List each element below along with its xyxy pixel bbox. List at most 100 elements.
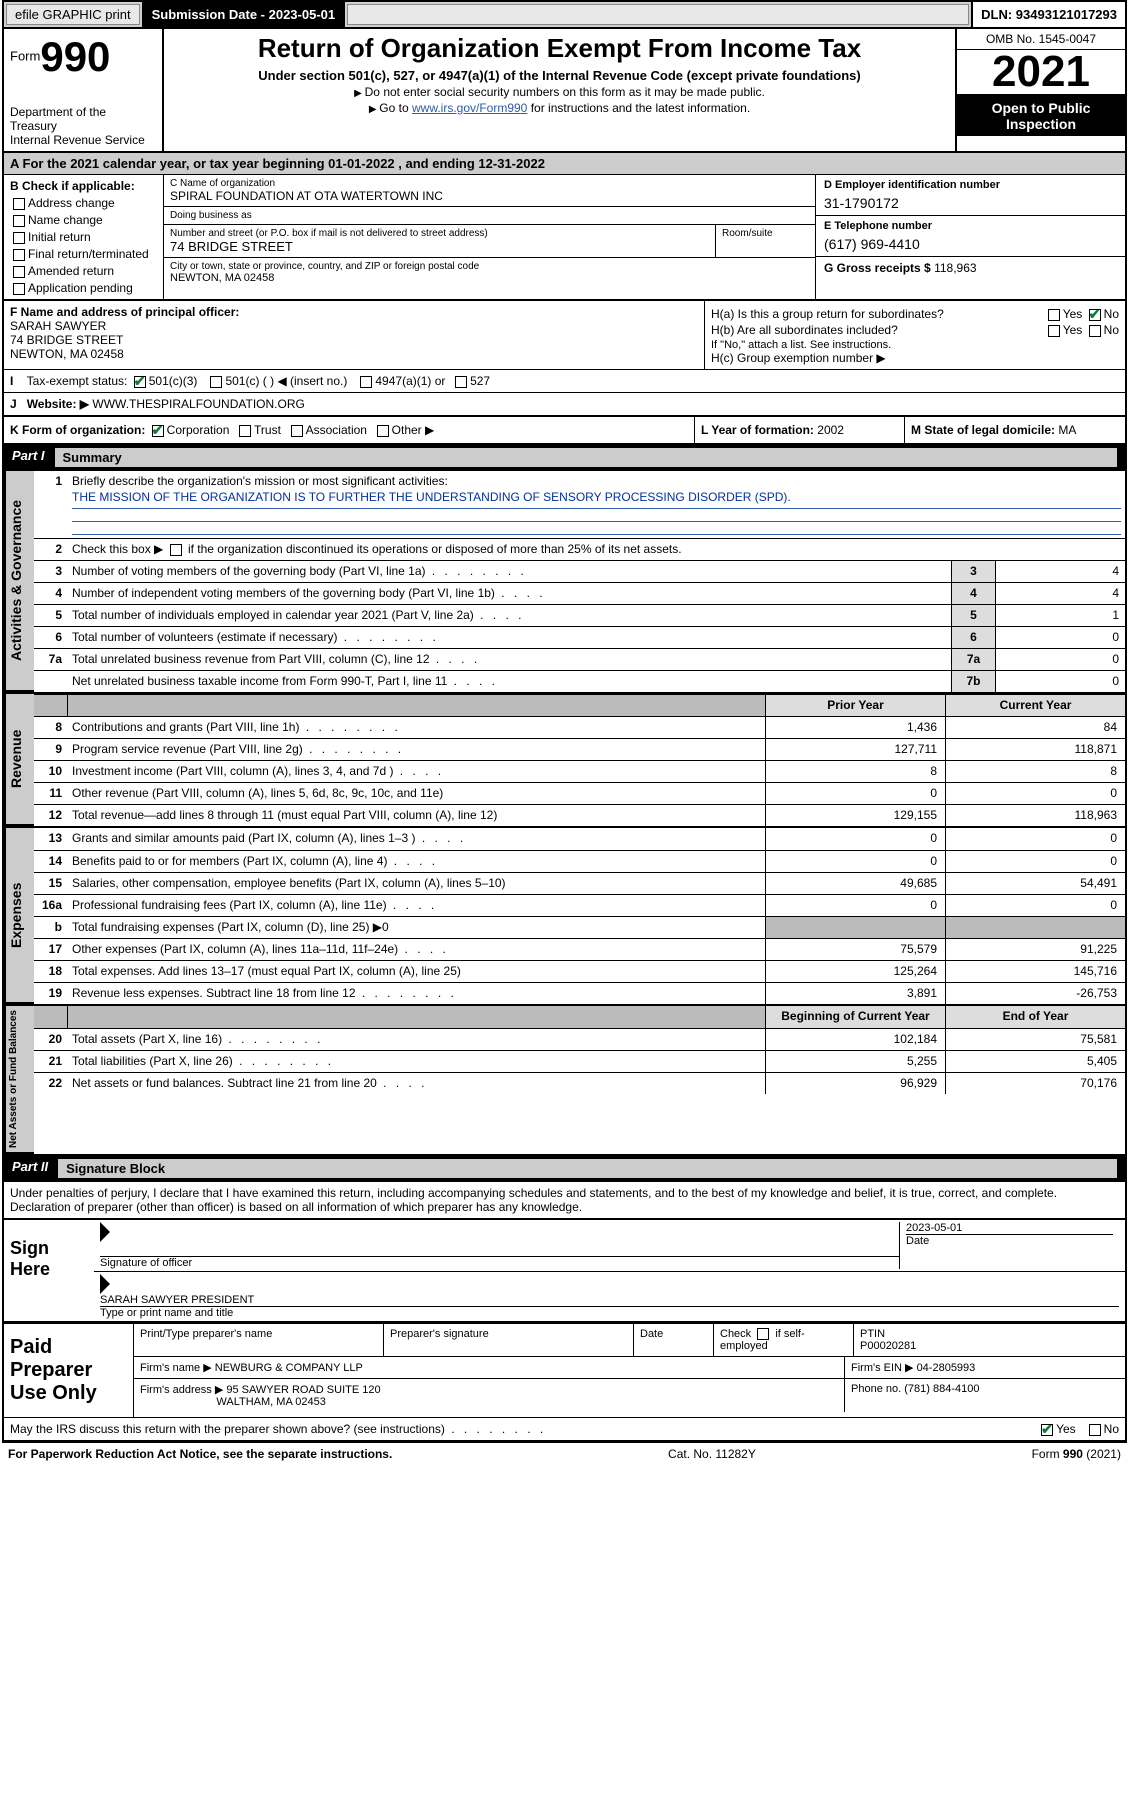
hc-label: H(c) Group exemption number ▶ xyxy=(711,351,1119,365)
hb-no[interactable] xyxy=(1089,325,1101,337)
chk-4947[interactable] xyxy=(360,376,372,388)
form-title: Return of Organization Exempt From Incom… xyxy=(172,33,947,64)
firm-addr-label: Firm's address ▶ xyxy=(140,1384,223,1396)
street-row: Number and street (or P.O. box if mail i… xyxy=(164,225,815,258)
ein-value: 31-1790172 xyxy=(824,195,1117,211)
col-b-checkboxes: B Check if applicable: Address change Na… xyxy=(4,175,164,299)
gross-receipts-box: G Gross receipts $ 118,963 xyxy=(816,257,1125,279)
ha-no[interactable] xyxy=(1089,309,1101,321)
part-ii-header: Part II Signature Block xyxy=(4,1156,1125,1182)
firm-name: NEWBURG & COMPANY LLP xyxy=(215,1362,363,1374)
chk-address-change[interactable]: Address change xyxy=(10,196,157,210)
r16b-label: Total fundraising expenses (Part IX, col… xyxy=(68,917,765,938)
dept-irs: Internal Revenue Service xyxy=(10,133,156,147)
paid-preparer-label: Paid Preparer Use Only xyxy=(4,1324,134,1417)
chk-association[interactable] xyxy=(291,425,303,437)
r9-curr: 118,871 xyxy=(945,739,1125,760)
org-name-box: C Name of organization SPIRAL FOUNDATION… xyxy=(164,175,815,207)
current-year-header: Current Year xyxy=(945,695,1125,716)
f-name: SARAH SAWYER xyxy=(10,319,106,333)
gross-value: 118,963 xyxy=(934,261,977,275)
gross-label: G Gross receipts $ xyxy=(824,261,931,275)
header-right: OMB No. 1545-0047 2021 Open to Public In… xyxy=(955,29,1125,151)
ptin-value: P00020281 xyxy=(860,1340,916,1352)
chk-name-change-label: Name change xyxy=(28,213,103,227)
q7b-text: Net unrelated business taxable income fr… xyxy=(68,671,951,692)
f-street: 74 BRIDGE STREET xyxy=(10,333,123,347)
ha-yes[interactable] xyxy=(1048,309,1060,321)
row-i-tax-status: I Tax-exempt status: 501(c)(3) 501(c) ( … xyxy=(4,370,1125,393)
prior-year-header: Prior Year xyxy=(765,695,945,716)
form-number-text: 990 xyxy=(40,33,110,80)
r21-prior: 5,255 xyxy=(765,1051,945,1072)
discuss-answer: Yes No xyxy=(1038,1422,1119,1436)
vtab-exp: Expenses xyxy=(4,828,34,1004)
r20-label: Total assets (Part X, line 16) xyxy=(68,1029,765,1050)
form-label-text: Form xyxy=(10,48,40,63)
ein-box: D Employer identification number 31-1790… xyxy=(816,175,1125,216)
val-5: 1 xyxy=(995,605,1125,626)
chk-name-change[interactable]: Name change xyxy=(10,213,157,227)
firm-phone: (781) 884-4100 xyxy=(904,1383,979,1395)
header-title-block: Return of Organization Exempt From Incom… xyxy=(164,29,955,151)
org-name-label: C Name of organization xyxy=(170,178,809,189)
r16a-prior: 0 xyxy=(765,895,945,916)
hb-yes[interactable] xyxy=(1048,325,1060,337)
col-de-right: D Employer identification number 31-1790… xyxy=(815,175,1125,299)
hb-label: H(b) Are all subordinates included? xyxy=(711,323,898,337)
chk-initial-return[interactable]: Initial return xyxy=(10,230,157,244)
chk-trust[interactable] xyxy=(239,425,251,437)
revenue-block: Revenue Prior Year Current Year 8Contrib… xyxy=(4,692,1125,826)
chk-discontinued[interactable] xyxy=(170,544,182,556)
r20-curr: 75,581 xyxy=(945,1029,1125,1050)
vtab-ag: Activities & Governance xyxy=(4,471,34,692)
chk-501c[interactable] xyxy=(210,376,222,388)
sig-date-label: Date xyxy=(906,1235,929,1247)
r19-label: Revenue less expenses. Subtract line 18 … xyxy=(68,983,765,1004)
r21-curr: 5,405 xyxy=(945,1051,1125,1072)
chk-amended-return[interactable]: Amended return xyxy=(10,264,157,278)
state-domicile: M State of legal domicile: MA xyxy=(905,417,1125,443)
discuss-yes[interactable] xyxy=(1041,1424,1053,1436)
opt-trust: Trust xyxy=(254,423,281,437)
chk-501c3[interactable] xyxy=(134,376,146,388)
top-toolbar: efile GRAPHIC print Submission Date - 20… xyxy=(4,2,1125,29)
part-i-title: Summary xyxy=(55,448,1117,467)
opt-527: 527 xyxy=(470,374,490,388)
q1-text: Briefly describe the organization's miss… xyxy=(72,474,448,488)
open-inspection-badge: Open to Public Inspection xyxy=(957,96,1125,136)
dln-number: DLN: 93493121017293 xyxy=(971,2,1125,27)
r13-curr: 0 xyxy=(945,828,1125,850)
efile-print-button[interactable]: efile GRAPHIC print xyxy=(6,4,140,25)
chk-self-employed[interactable] xyxy=(757,1328,769,1340)
r16a-curr: 0 xyxy=(945,895,1125,916)
chk-final-return[interactable]: Final return/terminated xyxy=(10,247,157,261)
r22-prior: 96,929 xyxy=(765,1073,945,1094)
chk-corporation[interactable] xyxy=(152,425,164,437)
discuss-no[interactable] xyxy=(1089,1424,1101,1436)
r10-curr: 8 xyxy=(945,761,1125,782)
row-a-text: For the 2021 calendar year, or tax year … xyxy=(23,156,545,171)
chk-527[interactable] xyxy=(455,376,467,388)
r12-label: Total revenue—add lines 8 through 11 (mu… xyxy=(68,805,765,826)
footer-left: For Paperwork Reduction Act Notice, see … xyxy=(8,1447,392,1461)
k-label: K Form of organization: xyxy=(10,423,145,437)
chk-other[interactable] xyxy=(377,425,389,437)
chk-application-pending-label: Application pending xyxy=(28,281,133,295)
irs-form990-link[interactable]: www.irs.gov/Form990 xyxy=(412,101,527,115)
boy-header: Beginning of Current Year xyxy=(765,1006,945,1028)
ptin-label: PTIN xyxy=(860,1328,885,1340)
opt-assoc: Association xyxy=(306,423,367,437)
r11-prior: 0 xyxy=(765,783,945,804)
val-7a: 0 xyxy=(995,649,1125,670)
val-7b: 0 xyxy=(995,671,1125,692)
j-label: Website: ▶ xyxy=(27,397,89,411)
chk-application-pending[interactable]: Application pending xyxy=(10,281,157,295)
name-title-label: Type or print name and title xyxy=(100,1307,233,1319)
tax-year: 2021 xyxy=(957,50,1125,96)
form-subtitle: Under section 501(c), 527, or 4947(a)(1)… xyxy=(172,68,947,83)
r15-prior: 49,685 xyxy=(765,873,945,894)
paid-preparer-block: Paid Preparer Use Only Print/Type prepar… xyxy=(4,1322,1125,1417)
row-a-tax-year: A For the 2021 calendar year, or tax yea… xyxy=(4,153,1125,175)
chk-amended-return-label: Amended return xyxy=(28,264,114,278)
